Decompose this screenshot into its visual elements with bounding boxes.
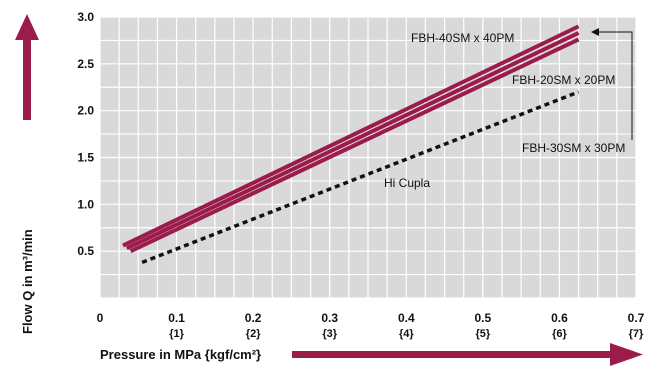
- y-axis-arrow: [15, 14, 39, 120]
- x-axis-arrow: [292, 343, 643, 366]
- x-tick-label: 0.6: [551, 311, 568, 325]
- x-tick-kgf-label: {6}: [552, 328, 567, 340]
- series-line: [122, 24, 580, 248]
- x-tick-label: 0.5: [475, 311, 492, 325]
- series-line: [141, 90, 580, 265]
- x-tick-kgf-label: {4}: [399, 328, 414, 340]
- x-tick-label: 0.1: [168, 311, 185, 325]
- x-tick-label: 0.3: [321, 311, 338, 325]
- grid-lines: [99, 16, 637, 299]
- series-line: [129, 37, 580, 253]
- y-tick-label: 2.0: [77, 104, 94, 118]
- x-tick-label: 0: [97, 311, 104, 325]
- series-label-fbh40: FBH-40SM x 40PM: [411, 31, 514, 45]
- series-label-fbh20: FBH-20SM x 20PM: [512, 73, 615, 87]
- y-tick-label: 1.5: [77, 151, 94, 165]
- y-tick-label: 3.0: [77, 10, 94, 24]
- x-tick-label: 0.4: [398, 311, 415, 325]
- x-tick-kgf-label: {3}: [322, 328, 337, 340]
- y-tick-label: 2.5: [77, 57, 94, 71]
- y-tick-label: 1.0: [77, 197, 94, 211]
- series-label-fbh30: FBH-30SM x 30PM: [522, 141, 625, 155]
- x-axis-title: Pressure in MPa {kgf/cm²}: [100, 347, 261, 362]
- x-tick-kgf-label: {2}: [246, 328, 261, 340]
- series-layer: [122, 24, 580, 265]
- x-tick-label: 0.7: [628, 311, 645, 325]
- y-axis-title: Flow Q in m³/min: [20, 229, 35, 334]
- x-tick-kgf-label: {5}: [476, 328, 491, 340]
- tick-labels: 0 0.1 {1} 0.2 {2} 0.3 {3} 0.4 {4} 0.5 {5} 0.6 {6} 0.7…: [77, 10, 644, 340]
- y-tick-label: 0.5: [77, 244, 94, 258]
- x-tick-kgf-label: {7}: [629, 328, 644, 340]
- series-line: [125, 31, 580, 251]
- x-tick-label: 0.2: [245, 311, 262, 325]
- series-label-hicupla: Hi Cupla: [384, 176, 430, 190]
- x-tick-kgf-label: {1}: [169, 328, 184, 340]
- callout-arrow: [591, 28, 633, 140]
